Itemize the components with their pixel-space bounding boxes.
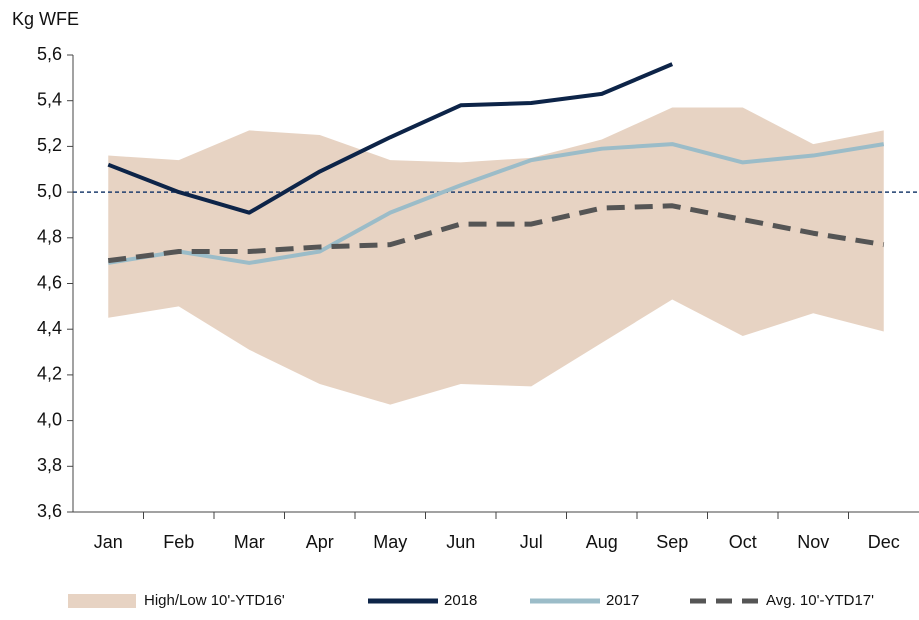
y-tick-label: 5,6 <box>37 44 62 64</box>
y-tick-label: 4,4 <box>37 318 62 338</box>
x-tick-label: Jul <box>520 532 543 552</box>
x-tick-label: Oct <box>729 532 757 552</box>
x-tick-label: Apr <box>306 532 334 552</box>
x-tick-label: Dec <box>868 532 900 552</box>
y-tick-label: 3,8 <box>37 455 62 475</box>
y-tick-label: 4,8 <box>37 227 62 247</box>
y-tick-label: 4,0 <box>37 409 62 429</box>
line-series <box>107 62 674 215</box>
range-band <box>108 107 884 405</box>
line-series <box>107 142 885 265</box>
x-tick-label: Aug <box>586 532 618 552</box>
y-tick-label: 5,2 <box>37 135 62 155</box>
legend: 2017 <box>606 592 639 609</box>
legend: Avg. 10'-YTD17' <box>766 592 874 609</box>
y-tick-label: 4,6 <box>37 272 62 292</box>
x-tick-label: Sep <box>656 532 688 552</box>
line-series <box>107 203 885 264</box>
x-tick-label: Nov <box>797 532 829 552</box>
y-tick-label: 4,2 <box>37 364 62 384</box>
x-tick-label: Feb <box>163 532 194 552</box>
y-tick-label: 5,0 <box>37 181 62 201</box>
y-tick-label: 5,4 <box>37 89 62 109</box>
legend-swatch <box>68 594 136 608</box>
legend: High/Low 10'-YTD16' <box>144 592 285 609</box>
y-tick-label: 3,6 <box>37 501 62 521</box>
y-axis-title: Kg WFE <box>12 9 79 29</box>
x-tick-label: Mar <box>234 532 265 552</box>
x-tick-label: May <box>373 532 407 552</box>
x-tick-label: Jun <box>446 532 475 552</box>
legend: 2018 <box>444 592 477 609</box>
x-tick-label: Jan <box>94 532 123 552</box>
